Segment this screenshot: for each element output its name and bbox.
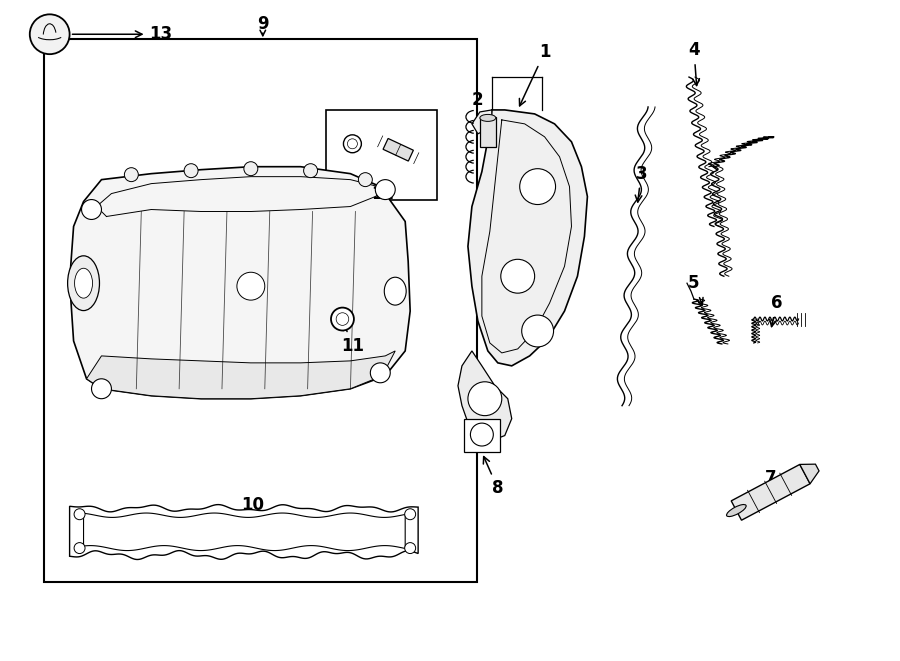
Circle shape [347,139,357,149]
Circle shape [471,423,493,446]
Polygon shape [84,513,405,551]
Circle shape [303,164,318,178]
Polygon shape [383,138,413,161]
Circle shape [74,543,85,553]
Text: 2: 2 [472,91,490,133]
Ellipse shape [68,256,100,311]
Text: 5: 5 [688,274,703,305]
Polygon shape [86,351,395,399]
Text: 6: 6 [770,294,782,327]
Circle shape [30,15,69,54]
Polygon shape [800,464,819,484]
Text: 4: 4 [688,41,700,85]
Circle shape [82,200,102,219]
Polygon shape [69,167,410,399]
Circle shape [375,180,395,200]
Text: 1: 1 [519,43,551,106]
Polygon shape [458,351,512,440]
Circle shape [468,382,502,416]
Ellipse shape [384,277,406,305]
Polygon shape [69,504,418,559]
Circle shape [74,509,85,520]
Text: 12: 12 [371,184,394,202]
Circle shape [370,363,391,383]
Circle shape [337,313,349,325]
Bar [326,110,437,200]
Circle shape [405,543,416,553]
Circle shape [124,168,139,182]
Circle shape [237,272,265,300]
Polygon shape [731,465,810,520]
Circle shape [522,315,554,347]
Circle shape [358,173,373,186]
Bar [480,117,496,147]
Text: 3: 3 [635,165,647,202]
Circle shape [331,307,354,330]
Bar [44,39,477,582]
Ellipse shape [75,268,93,298]
Circle shape [344,135,362,153]
Text: 13: 13 [72,25,173,43]
Polygon shape [468,110,588,366]
Circle shape [519,169,555,204]
Text: 11: 11 [341,323,364,355]
Polygon shape [472,110,491,134]
Circle shape [405,509,416,520]
Text: 10: 10 [220,496,265,535]
Circle shape [92,379,112,399]
Bar [464,418,500,453]
Circle shape [244,162,257,176]
Text: 9: 9 [257,15,268,33]
Text: 8: 8 [483,457,503,497]
Circle shape [500,259,535,293]
Text: 7: 7 [763,469,777,504]
Ellipse shape [480,114,496,122]
Ellipse shape [726,504,746,517]
Circle shape [184,164,198,178]
